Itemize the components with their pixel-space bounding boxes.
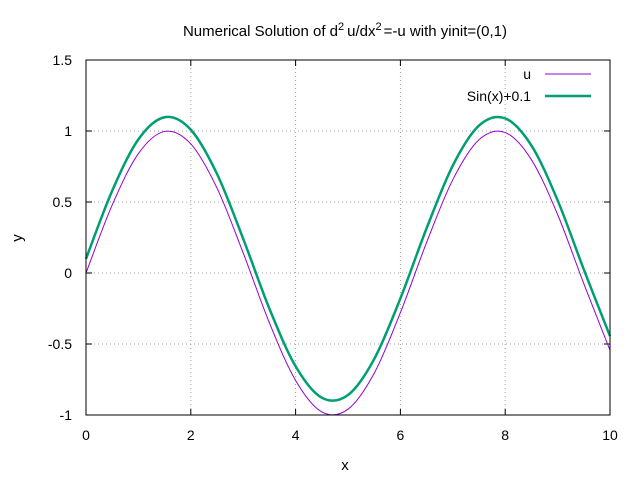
x-tick-label: 6 (397, 427, 405, 443)
gridlines (86, 60, 610, 415)
x-axis-label: x (341, 457, 349, 474)
x-tick-label: 10 (602, 427, 618, 443)
y-tick-label: -1 (60, 407, 73, 423)
y-tick-label: 1.5 (53, 52, 73, 68)
legend-entry-sin-plus-offset-label: Sin(x)+0.1 (467, 88, 531, 104)
y-axis-label: y (9, 234, 26, 242)
y-tick-label: 1 (64, 123, 72, 139)
chart-title: Numerical Solution of d2 u/dx2 =-u with yi… (183, 21, 507, 40)
series-line-sin-plus-offset (84, 115, 612, 402)
x-tick-label: 8 (501, 427, 509, 443)
plot-frame (85, 59, 611, 416)
x-tick-labels: 0 2 4 6 8 10 (82, 427, 618, 443)
x-tick-label: 0 (82, 427, 90, 443)
legend-entry-u-label: u (523, 66, 531, 82)
y-tick-labels: -1 -0.5 0 0.5 1 1.5 (48, 52, 72, 423)
legend: u Sin(x)+0.1 (467, 66, 591, 104)
y-tick-label: -0.5 (48, 336, 72, 352)
series-lines (84, 115, 612, 416)
x-tick-label: 2 (187, 427, 195, 443)
y-tick-label: 0.5 (53, 194, 73, 210)
y-tick-label: 0 (64, 265, 72, 281)
x-tick-label: 4 (292, 427, 300, 443)
series-line-u (85, 130, 611, 416)
